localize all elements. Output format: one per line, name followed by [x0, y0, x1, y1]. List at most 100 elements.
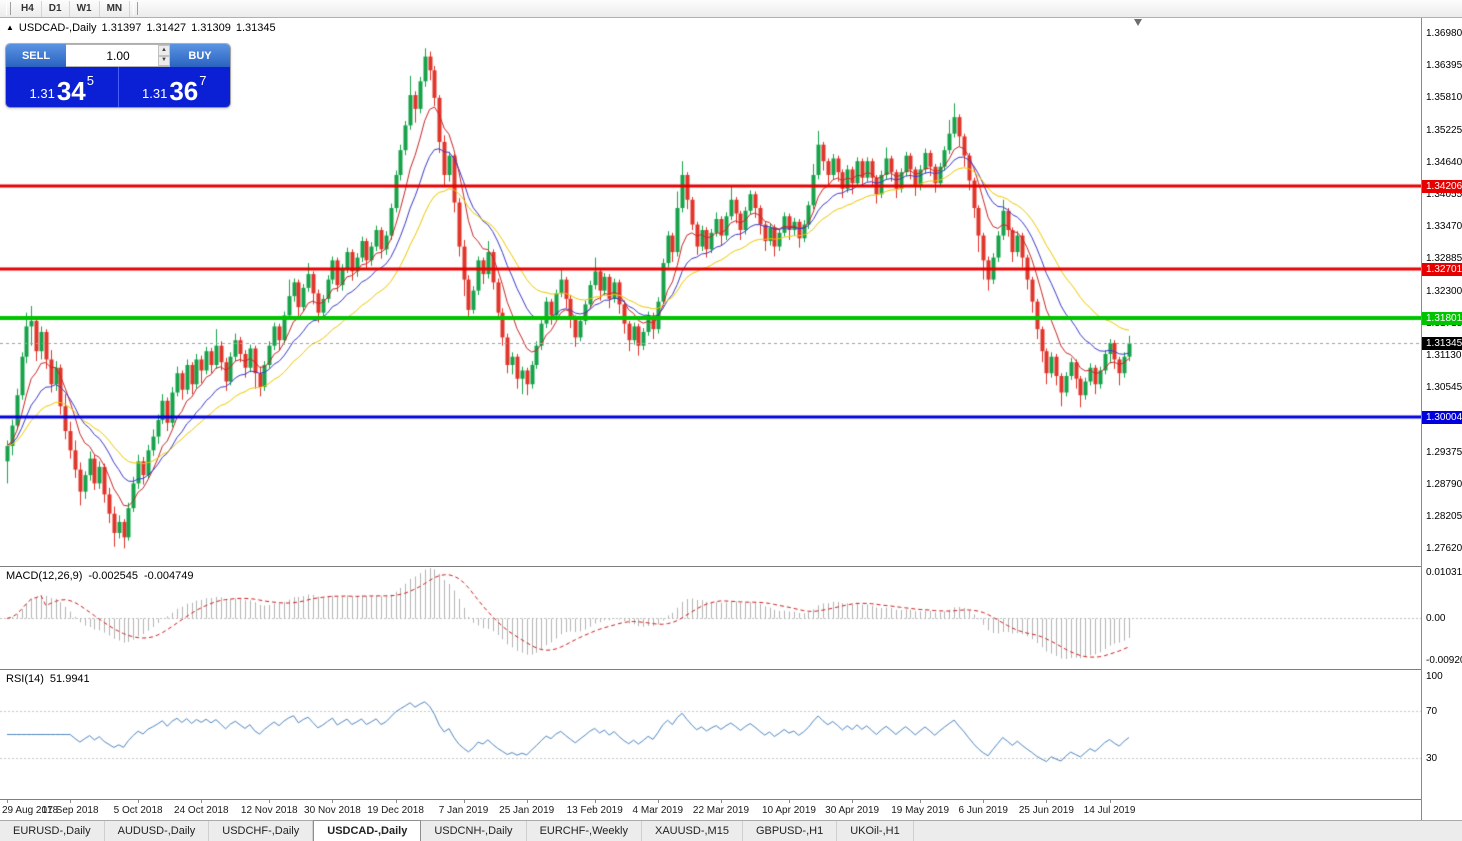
bid-price: 1.31 34 5: [6, 67, 118, 107]
date-label: 19 May 2019: [891, 805, 950, 816]
ask-pip-digit: 7: [199, 73, 207, 88]
current-price-tag: 1.31345: [1422, 337, 1462, 351]
date-tick-icon: [852, 800, 854, 803]
date-tick-icon: [788, 800, 790, 803]
volume-down-button[interactable]: ▼: [158, 55, 170, 66]
chart-tab-usdcnh[interactable]: USDCNH-,Daily: [421, 821, 527, 841]
price-axis-label: 1.29375: [1426, 446, 1462, 458]
rsi-value: 51.9941: [49, 673, 90, 685]
price-axis-label: 1.28790: [1426, 478, 1462, 490]
date-label: 13 Feb 2019: [566, 805, 623, 816]
date-label: 14 Jul 2019: [1083, 805, 1136, 816]
date-label: 29 Aug 2018: [2, 805, 59, 816]
chart-tab-ukoil[interactable]: UKOil-,H1: [837, 821, 914, 841]
date-label: 5 Oct 2018: [113, 805, 163, 816]
candlestick-canvas[interactable]: [0, 18, 1421, 566]
macd-main-value: -0.002545: [88, 570, 138, 582]
main-chart-pane[interactable]: ▲ USDCAD-,Daily 1.31397 1.31427 1.31309 1.313…: [0, 18, 1421, 567]
chart-tab-usdcad[interactable]: USDCAD-,Daily: [313, 820, 422, 841]
price-axis-label: 1.30545: [1426, 382, 1462, 394]
chart-symbol-label: USDCAD-,Daily: [18, 22, 97, 34]
price-axis-label: 1.35225: [1426, 124, 1462, 136]
date-label: 7 Jan 2019: [438, 805, 489, 816]
rsi-axis-label: 70: [1426, 706, 1438, 718]
rsi-label: RSI(14) 51.9941: [6, 673, 96, 685]
price-axis[interactable]: 1.36980 1.36395 1.35810 1.35225 1.34640 1.340…: [1422, 18, 1462, 820]
macd-name: MACD(12,26,9): [6, 570, 83, 582]
date-label: 17 Sep 2018: [41, 805, 99, 816]
price-axis-label: 1.36980: [1426, 27, 1462, 39]
level-price-tag: 1.31801: [1422, 312, 1462, 326]
date-label: 12 Nov 2018: [240, 805, 298, 816]
macd-axis-label: 0.010311: [1426, 566, 1462, 578]
date-label: 25 Jan 2019: [499, 805, 555, 816]
level-price-tag: 1.32701: [1422, 262, 1462, 276]
macd-signal-value: -0.004749: [143, 570, 194, 582]
bid-ask-display: 1.31 34 5 1.31 36 7: [6, 67, 230, 107]
chart-window: ▲ USDCAD-,Daily 1.31397 1.31427 1.31309 1.313…: [0, 18, 1462, 820]
bid-prefix: 1.31: [29, 86, 55, 101]
macd-label: MACD(12,26,9) -0.002545 -0.004749: [6, 570, 200, 582]
ohlc-high: 1.31427: [146, 22, 187, 34]
date-label: 30 Nov 2018: [304, 805, 361, 816]
rsi-axis-label: 30: [1426, 752, 1438, 764]
date-tick-icon: [526, 800, 528, 803]
price-axis-label: 1.34055: [1426, 188, 1462, 200]
date-tick-icon: [395, 800, 397, 803]
macd-axis-label: -0.009203: [1426, 654, 1462, 666]
date-axis[interactable]: 29 Aug 2018 17 Sep 2018 5 Oct 2018 24 Oct 2…: [0, 800, 1421, 820]
price-axis-label: 1.36395: [1426, 60, 1462, 72]
date-label: 6 Jun 2019: [958, 805, 1009, 816]
date-tick-icon: [269, 800, 271, 803]
volume-field[interactable]: 1.00 ▲ ▼: [66, 44, 170, 67]
price-axis-label: 1.32885: [1426, 253, 1462, 265]
date-tick-icon: [332, 800, 334, 803]
volume-spinner: ▲ ▼: [158, 45, 170, 66]
date-label: 22 Mar 2019: [692, 805, 750, 816]
buy-button[interactable]: BUY: [170, 44, 230, 67]
level-price-tag: 1.34206: [1422, 179, 1462, 193]
sell-button[interactable]: SELL: [6, 44, 66, 67]
price-axis-label: 1.28205: [1426, 511, 1462, 523]
date-tick-icon: [983, 800, 985, 803]
timeframe-button-w1[interactable]: W1: [70, 0, 100, 17]
chart-tab-eurusd[interactable]: EURUSD-,Daily: [0, 821, 105, 841]
toolbar-grip-icon[interactable]: [133, 2, 139, 15]
rsi-canvas[interactable]: [0, 670, 1421, 799]
chart-tab-xauusd[interactable]: XAUUSD-,M15: [642, 821, 743, 841]
date-label: 24 Oct 2018: [174, 805, 229, 816]
toolbar-grip-icon[interactable]: [6, 2, 11, 15]
price-axis-label: 1.34640: [1426, 156, 1462, 168]
ohlc-close: 1.31345: [235, 22, 276, 34]
date-tick-icon: [70, 800, 72, 803]
macd-indicator-pane[interactable]: MACD(12,26,9) -0.002545 -0.004749: [0, 567, 1421, 670]
chart-tab-audusd[interactable]: AUDUSD-,Daily: [105, 821, 210, 841]
chart-title: ▲ USDCAD-,Daily 1.31397 1.31427 1.31309 1.313…: [6, 22, 281, 34]
chart-tab-eurchf[interactable]: EURCHF-,Weekly: [527, 821, 642, 841]
date-tick-icon: [138, 800, 140, 803]
chart-collapse-icon[interactable]: ▲: [6, 23, 14, 32]
date-tick-icon: [594, 800, 596, 803]
one-click-trading-panel: SELL 1.00 ▲ ▼ BUY 1.31: [6, 44, 230, 107]
ohlc-low: 1.31309: [191, 22, 231, 34]
chart-tab-bar: EURUSD-,Daily AUDUSD-,Daily USDCHF-,Daily U…: [0, 820, 1462, 841]
bid-pip-digit: 5: [86, 73, 94, 88]
date-label: 30 Apr 2019: [825, 805, 880, 816]
date-label: 25 Jun 2019: [1018, 805, 1074, 816]
timeframe-button-h4[interactable]: H4: [14, 0, 42, 17]
ask-price: 1.31 36 7: [117, 67, 231, 107]
rsi-name: RSI(14): [6, 673, 44, 685]
date-label: 10 Apr 2019: [762, 805, 816, 816]
volume-value: 1.00: [106, 48, 130, 63]
chart-tab-usdchf[interactable]: USDCHF-,Daily: [209, 821, 314, 841]
bid-big-digits: 34: [56, 75, 86, 106]
volume-up-button[interactable]: ▲: [158, 45, 170, 56]
timeframe-button-mn[interactable]: MN: [100, 0, 131, 17]
date-label: 19 Dec 2018: [367, 805, 424, 816]
rsi-indicator-pane[interactable]: RSI(14) 51.9941: [0, 670, 1421, 800]
timeframe-button-d1[interactable]: D1: [42, 0, 70, 17]
macd-canvas[interactable]: [0, 567, 1421, 669]
chart-tab-gbpusd[interactable]: GBPUSD-,H1: [743, 821, 838, 841]
date-tick-icon: [201, 800, 203, 803]
